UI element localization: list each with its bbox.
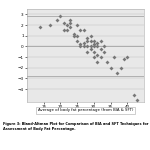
Text: Figure 3: Bland-Altman Plot for Comparison of BIA and SFT Techniques for Assessm: Figure 3: Bland-Altman Plot for Comparis… — [3, 122, 148, 130]
Point — [76, 34, 78, 37]
Point — [66, 24, 68, 26]
Point — [73, 32, 75, 35]
Point — [96, 42, 98, 44]
Point — [86, 45, 88, 48]
Point — [86, 40, 88, 42]
Point — [96, 45, 98, 48]
Point — [63, 29, 65, 32]
Text: Average of body fat percentage (from BIA & SFT): Average of body fat percentage (from BIA… — [38, 108, 133, 112]
Point — [83, 42, 85, 44]
Point — [93, 45, 95, 48]
Point — [79, 29, 82, 32]
Point — [99, 56, 102, 58]
Point — [99, 40, 102, 42]
Point — [76, 40, 78, 42]
Point — [93, 51, 95, 53]
Point — [136, 99, 138, 101]
Point — [103, 51, 105, 53]
Point — [86, 37, 88, 39]
Point — [93, 43, 95, 45]
Point — [93, 40, 95, 42]
Point — [93, 56, 95, 58]
Point — [99, 47, 102, 50]
Point — [86, 51, 88, 53]
Point — [106, 61, 108, 64]
Point — [89, 45, 92, 48]
Point — [103, 45, 105, 48]
Point — [119, 67, 122, 69]
Point — [79, 45, 82, 48]
Point — [59, 15, 62, 18]
Point — [39, 26, 42, 28]
Point — [69, 26, 72, 28]
Point — [66, 29, 68, 32]
Point — [116, 72, 119, 74]
Point — [56, 18, 58, 21]
Point — [69, 18, 72, 21]
Point — [83, 29, 85, 32]
Point — [89, 34, 92, 37]
Point — [49, 24, 52, 26]
Point — [89, 47, 92, 50]
Point — [96, 61, 98, 64]
Point — [123, 58, 125, 60]
Point — [133, 93, 135, 96]
Point — [126, 56, 129, 58]
Point — [76, 24, 78, 26]
Point — [83, 45, 85, 48]
Point — [89, 40, 92, 42]
Point — [96, 54, 98, 56]
Point — [63, 22, 65, 24]
Point — [109, 67, 112, 69]
Point — [69, 22, 72, 24]
Point — [73, 34, 75, 37]
Point — [113, 56, 115, 58]
Point — [79, 43, 82, 45]
